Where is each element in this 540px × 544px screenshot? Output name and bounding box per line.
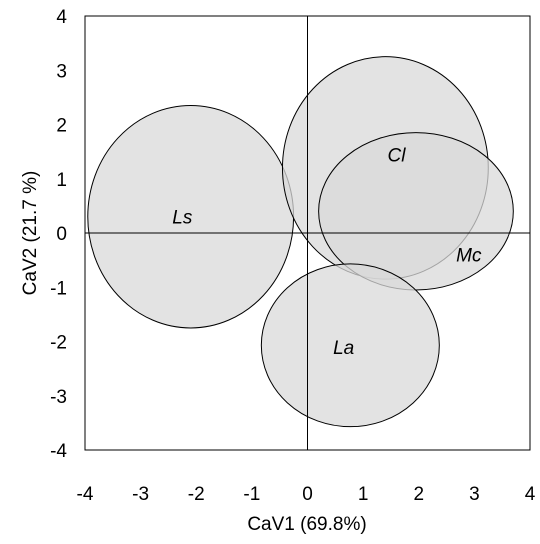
label-mc: Mc [456,246,482,267]
x-tick-label: 0 [302,484,313,505]
x-tick-label: 3 [469,484,480,505]
y-tick-label: 4 [56,7,67,28]
group-ellipses [87,56,514,428]
x-tick-label: -3 [132,484,149,505]
y-tick-label: 1 [56,170,67,191]
y-tick-label: -3 [50,387,67,408]
plot-frame [84,15,531,451]
y-axis-title: CaV2 (21.7 %) [20,171,41,296]
x-axis-ticks: -4 -3 -2 -1 0 1 2 3 4 [77,484,536,505]
label-la: La [333,338,354,359]
label-cl: Cl [388,145,407,166]
y-tick-label: -4 [50,441,67,462]
y-tick-label: 3 [56,61,67,82]
ellipse-la [260,263,440,428]
group-labels: Ls Cl Mc La [172,145,482,359]
y-tick-label: 0 [56,224,67,245]
x-tick-label: -2 [188,484,205,505]
x-tick-label: 4 [525,484,536,505]
label-ls: Ls [172,208,193,229]
y-tick-label: 2 [56,116,67,137]
y-tick-label: -1 [50,278,67,299]
x-tick-label: 2 [413,484,424,505]
x-tick-label: -4 [77,484,94,505]
x-tick-label: 1 [358,484,369,505]
x-axis-title: CaV1 (69.8%) [247,514,366,535]
y-axis-ticks: 4 3 2 1 0 -1 -2 -3 -4 [50,7,67,462]
x-tick-label: -1 [243,484,260,505]
y-tick-label: -2 [50,333,67,354]
